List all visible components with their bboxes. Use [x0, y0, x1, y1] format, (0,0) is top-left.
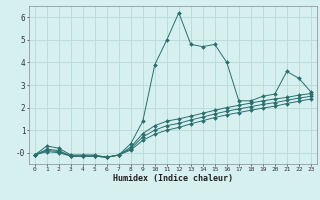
- X-axis label: Humidex (Indice chaleur): Humidex (Indice chaleur): [113, 174, 233, 183]
